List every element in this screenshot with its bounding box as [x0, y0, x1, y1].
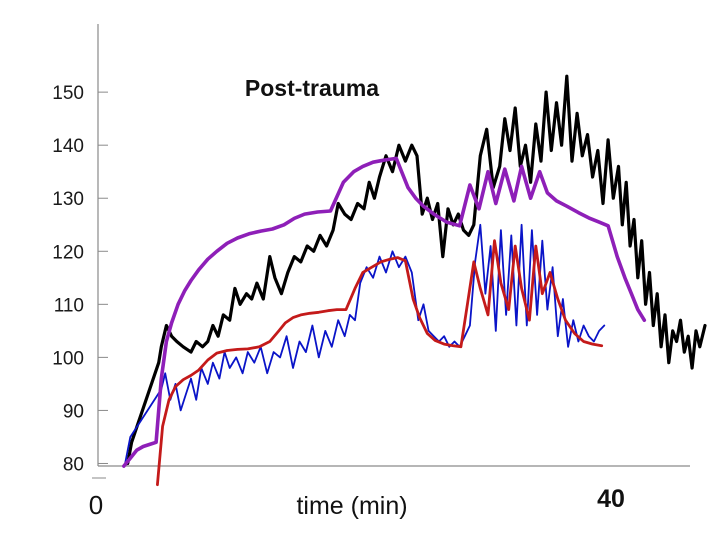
y-tick-label-100: 100	[52, 348, 84, 369]
y-tick-label-150: 150	[52, 83, 84, 104]
series-group	[122, 74, 707, 487]
series-line-purple	[122, 156, 647, 468]
y-tick-label-110: 110	[54, 295, 84, 316]
x-tick-label-0: 0	[89, 490, 103, 520]
chart-title: Post-trauma	[245, 75, 379, 101]
y-tick-label-80: 80	[63, 454, 84, 475]
series-line-red	[156, 239, 604, 487]
y-tick-label-90: 90	[63, 401, 84, 422]
y-tick-label-130: 130	[52, 189, 84, 210]
x-tick-label-40: 40	[597, 485, 625, 513]
y-tick-label-140: 140	[52, 136, 84, 157]
x-axis-label: time (min)	[296, 492, 407, 520]
y-tick-group: 80 90 100 110 120 130 140 150	[52, 83, 108, 475]
y-tick-label-120: 120	[52, 242, 84, 263]
